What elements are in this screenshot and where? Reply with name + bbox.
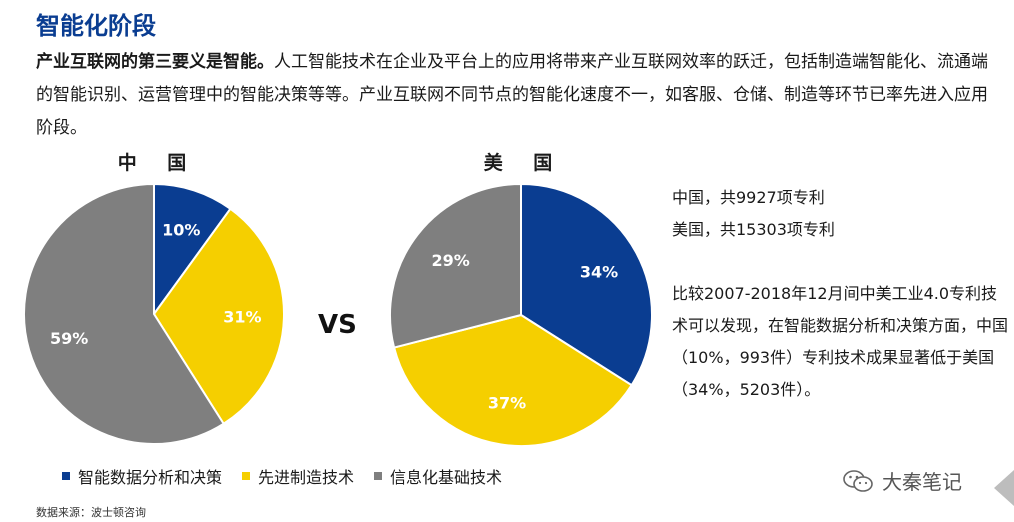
intro-paragraph: 产业互联网的第三要义是智能。人工智能技术在企业及平台上的应用将带来产业互联网效率… — [36, 46, 998, 145]
us-pie-chart: 34% 37% 29% — [389, 182, 653, 447]
us-slice-it-infra — [389, 182, 522, 349]
intro-text: 人工智能技术在企业及平台上的应用将带来产业互联网效率的跃迁，包括制造端智能化、流… — [36, 52, 988, 138]
china-label-advanced-mfg: 31% — [223, 307, 261, 326]
us-label-advanced-mfg: 37% — [488, 393, 526, 412]
china-slice-advanced-mfg — [152, 207, 285, 426]
legend-label-advanced-mfg: 先进制造技术 — [258, 468, 355, 487]
side-notes: 中国，共9927项专利 美国，共15303项专利 比较2007-2018年12月… — [672, 182, 1012, 406]
us-chart-title: 美 国 — [483, 152, 565, 174]
page-title: 智能化阶段 — [36, 12, 156, 40]
us-patent-count: 美国，共15303项专利 — [672, 220, 835, 239]
china-chart-title: 中 国 — [117, 152, 199, 174]
china-label-it-infra: 59% — [50, 329, 88, 348]
legend-item-smart-data: 智能数据分析和决策 — [62, 464, 222, 488]
legend-item-advanced-mfg: 先进制造技术 — [242, 464, 354, 488]
data-source: 数据来源：波士顿咨询 — [36, 506, 146, 519]
vs-label: VS — [318, 310, 357, 340]
china-patent-count: 中国，共9927项专利 — [672, 188, 825, 207]
china-pie-chart: 10% 31% 59% — [23, 182, 285, 445]
china-slice-smart-data — [153, 182, 232, 318]
comparison-note: 比较2007-2018年12月间中美工业4.0专利技术可以发现，在智能数据分析和… — [672, 284, 1009, 399]
legend-label-it-infra: 信息化基础技术 — [390, 468, 503, 487]
legend-swatch-yellow — [242, 472, 251, 480]
us-slice-advanced-mfg — [392, 313, 633, 447]
legend-label-smart-data: 智能数据分析和决策 — [78, 468, 223, 487]
us-label-it-infra: 29% — [431, 251, 469, 270]
china-slice-it-infra — [23, 182, 226, 445]
legend-swatch-gray — [374, 472, 383, 480]
us-label-smart-data: 34% — [580, 263, 618, 282]
legend-item-it-infra: 信息化基础技术 — [374, 464, 502, 488]
corner-decoration — [994, 470, 1014, 506]
watermark-text: 大秦笔记 — [882, 470, 962, 494]
china-label-smart-data: 10% — [162, 220, 200, 239]
watermark: 大秦笔记 — [842, 466, 962, 495]
chart-legend: 智能数据分析和决策 先进制造技术 信息化基础技术 — [62, 464, 502, 488]
legend-swatch-blue — [62, 472, 70, 480]
wechat-icon — [843, 469, 873, 492]
intro-bold: 产业互联网的第三要义是智能。 — [36, 52, 274, 72]
